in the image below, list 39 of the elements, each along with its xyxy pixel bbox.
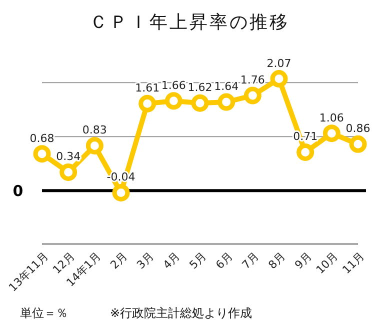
point — [322, 124, 340, 142]
point — [60, 163, 78, 181]
data-label: 1.06 — [319, 111, 344, 124]
data-label: 0.86 — [346, 122, 370, 136]
data-label: 1.62 — [188, 81, 212, 94]
x-tick-label: 3月 — [134, 250, 156, 272]
data-label: 0.83 — [82, 124, 107, 137]
data-label: 1.64 — [214, 80, 239, 94]
data-label: 0.68 — [30, 132, 54, 145]
ref-line-label: 0 — [12, 182, 24, 200]
x-tick-label: 11月 — [340, 250, 367, 277]
x-tick-label: 8月 — [266, 250, 288, 272]
data-label: 1.61 — [135, 82, 160, 95]
chart-title: ＣＰＩ年上昇率の推移 — [90, 12, 290, 33]
data-label: 1.76 — [240, 74, 265, 87]
x-tick-label: 7月 — [240, 250, 262, 272]
data-label: 2.07 — [266, 56, 292, 70]
point — [218, 93, 236, 111]
point — [191, 94, 209, 112]
point — [296, 143, 314, 161]
point — [86, 137, 104, 154]
point — [164, 92, 182, 110]
point — [244, 86, 262, 104]
data-label: 0.34 — [56, 150, 81, 164]
x-tick-label: 13年11月 — [6, 250, 51, 294]
x-tick-label: 10月 — [314, 250, 341, 277]
text: 単位＝％ — [20, 306, 68, 320]
point — [138, 94, 156, 112]
point — [112, 184, 130, 202]
point — [33, 145, 51, 163]
x-tick-label: 4月 — [160, 250, 183, 272]
text: ※行政院主計総処より作成 — [110, 306, 252, 320]
x-tick-label: 6月 — [213, 250, 236, 272]
x-tick-label: 2月 — [108, 250, 130, 272]
point — [270, 70, 288, 88]
data-label: 1.66 — [161, 78, 186, 92]
x-tick-label: 9月 — [292, 250, 314, 272]
point — [349, 135, 367, 153]
x-tick-label: 5月 — [186, 250, 209, 272]
